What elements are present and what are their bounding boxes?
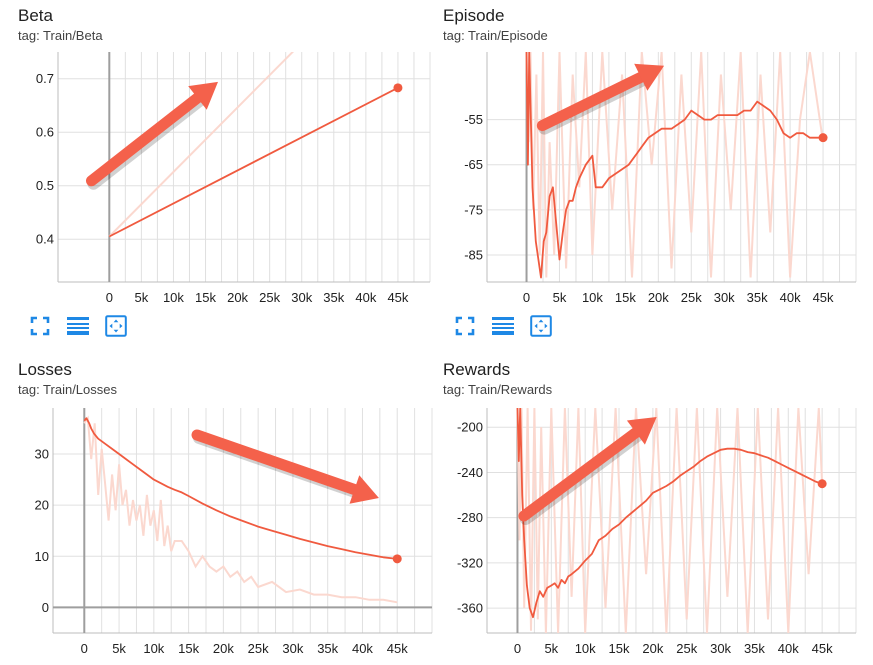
x-tick-label: 10k bbox=[163, 290, 184, 305]
trend-up-arrow bbox=[536, 63, 665, 135]
x-tick-label: 45k bbox=[387, 290, 408, 305]
x-tick-label: 35k bbox=[323, 290, 344, 305]
x-tick-label: 30k bbox=[291, 290, 312, 305]
toggle-y-log-icon[interactable] bbox=[66, 315, 90, 337]
y-tick-label: 30 bbox=[35, 447, 49, 462]
last-value-point[interactable] bbox=[818, 133, 828, 143]
y-tick-label: -320 bbox=[457, 555, 483, 570]
chart-tag: tag: Train/Losses bbox=[18, 382, 117, 397]
x-tick-label: 20k bbox=[213, 641, 234, 656]
y-tick-label: 20 bbox=[35, 498, 49, 513]
y-tick-label: -280 bbox=[457, 510, 483, 525]
raw-series-line bbox=[83, 415, 398, 604]
x-tick-label: 5k bbox=[544, 641, 558, 656]
x-tick-label: 35k bbox=[747, 290, 768, 305]
chart-title: Episode bbox=[443, 6, 505, 25]
x-tick-label: 15k bbox=[195, 290, 216, 305]
fit-domain-icon[interactable] bbox=[529, 315, 553, 337]
y-tick-label: 0.7 bbox=[36, 71, 54, 86]
y-tick-label: -360 bbox=[457, 601, 483, 616]
smoothed-series-line bbox=[525, 52, 824, 279]
chart-toolbar bbox=[453, 315, 553, 337]
y-tick-label: 0.5 bbox=[36, 178, 54, 193]
x-tick-label: 25k bbox=[259, 290, 280, 305]
trend-up-arrow bbox=[518, 417, 657, 525]
x-tick-label: 20k bbox=[227, 290, 248, 305]
smoothed-series-line bbox=[83, 417, 398, 560]
smoothed-series-line bbox=[108, 86, 399, 238]
chart-episode[interactable]: 0 5k 10k 15k 20k 25k 30k 35k 40k 45k -85 -75 -65 -55 bbox=[443, 52, 863, 312]
y-tick-label: 0.6 bbox=[36, 125, 54, 140]
x-tick-label: 25k bbox=[248, 641, 269, 656]
x-tick-label: 15k bbox=[178, 641, 199, 656]
x-tick-label: 10k bbox=[575, 641, 596, 656]
chart-title: Beta bbox=[18, 6, 53, 25]
y-tick-label: -65 bbox=[464, 157, 483, 172]
x-tick-label: 45k bbox=[813, 290, 834, 305]
y-tick-label: -85 bbox=[464, 247, 483, 262]
chart-title: Losses bbox=[18, 360, 72, 379]
x-tick-label: 0 bbox=[106, 290, 113, 305]
y-tick-label: -240 bbox=[457, 465, 483, 480]
chart-losses[interactable]: 0 5k 10k 15k 20k 25k 30k 35k 40k 45k 0 10 20 30 bbox=[18, 408, 433, 663]
panel-rewards: Rewards tag: Train/Rewards 0 5k 10k 15k 20k 2… bbox=[443, 360, 863, 665]
y-tick-label: 0.4 bbox=[36, 232, 54, 247]
last-value-point[interactable] bbox=[393, 83, 403, 93]
x-tick-label: 40k bbox=[355, 290, 376, 305]
y-tick-label: -75 bbox=[464, 202, 483, 217]
chart-tag: tag: Train/Beta bbox=[18, 28, 103, 43]
x-tick-label: 45k bbox=[387, 641, 408, 656]
chart-toolbar bbox=[28, 315, 128, 337]
x-tick-label: 30k bbox=[710, 641, 731, 656]
x-tick-label: 10k bbox=[143, 641, 164, 656]
x-tick-label: 15k bbox=[615, 290, 636, 305]
x-tick-label: 5k bbox=[135, 290, 149, 305]
panel-beta: Beta tag: Train/Beta 0 5k 10k 15k 20k 25k 30k 3… bbox=[18, 6, 433, 341]
y-tick-label: -55 bbox=[464, 112, 483, 127]
fit-domain-icon[interactable] bbox=[104, 315, 128, 337]
last-value-point[interactable] bbox=[392, 554, 402, 564]
chart-rewards[interactable]: 0 5k 10k 15k 20k 25k 30k 35k 40k 45k -360 -320 -280 -… bbox=[443, 408, 863, 663]
x-tick-label: 15k bbox=[609, 641, 630, 656]
x-tick-label: 20k bbox=[642, 641, 663, 656]
x-tick-label: 30k bbox=[714, 290, 735, 305]
x-tick-label: 25k bbox=[676, 641, 697, 656]
x-tick-label: 0 bbox=[523, 290, 530, 305]
x-tick-label: 20k bbox=[648, 290, 669, 305]
chart-title: Rewards bbox=[443, 360, 511, 379]
x-tick-label: 40k bbox=[778, 641, 799, 656]
smoothed-series-line bbox=[516, 408, 823, 619]
fullscreen-icon[interactable] bbox=[453, 315, 477, 337]
chart-beta[interactable]: 0 5k 10k 15k 20k 25k 30k 35k 40k 45k 0.4 0.5 0.6 0.7 bbox=[18, 52, 433, 312]
y-tick-label: 0 bbox=[42, 600, 49, 615]
x-tick-label: 40k bbox=[780, 290, 801, 305]
raw-series-line bbox=[108, 52, 295, 238]
x-tick-label: 0 bbox=[81, 641, 88, 656]
x-tick-label: 5k bbox=[112, 641, 126, 656]
trend-down-arrow bbox=[191, 429, 379, 504]
toggle-y-log-icon[interactable] bbox=[491, 315, 515, 337]
grid bbox=[487, 408, 857, 633]
x-tick-label: 10k bbox=[582, 290, 603, 305]
last-value-point[interactable] bbox=[817, 479, 827, 489]
x-tick-label: 45k bbox=[812, 641, 833, 656]
x-tick-label: 0 bbox=[514, 641, 521, 656]
x-tick-label: 25k bbox=[681, 290, 702, 305]
x-tick-label: 30k bbox=[282, 641, 303, 656]
x-tick-label: 40k bbox=[352, 641, 373, 656]
chart-tag: tag: Train/Episode bbox=[443, 28, 548, 43]
y-tick-label: 10 bbox=[35, 549, 49, 564]
x-tick-label: 35k bbox=[744, 641, 765, 656]
panel-episode: Episode tag: Train/Episode 0 5k 10k 15k 20k 2… bbox=[443, 6, 863, 341]
x-tick-label: 35k bbox=[317, 641, 338, 656]
x-tick-label: 5k bbox=[553, 290, 567, 305]
trend-up-arrow bbox=[85, 81, 218, 190]
panel-losses: Losses tag: Train/Losses 0 5k 10k 15k 20k 25k… bbox=[18, 360, 433, 665]
y-tick-label: -200 bbox=[457, 420, 483, 435]
chart-tag: tag: Train/Rewards bbox=[443, 382, 553, 397]
fullscreen-icon[interactable] bbox=[28, 315, 52, 337]
